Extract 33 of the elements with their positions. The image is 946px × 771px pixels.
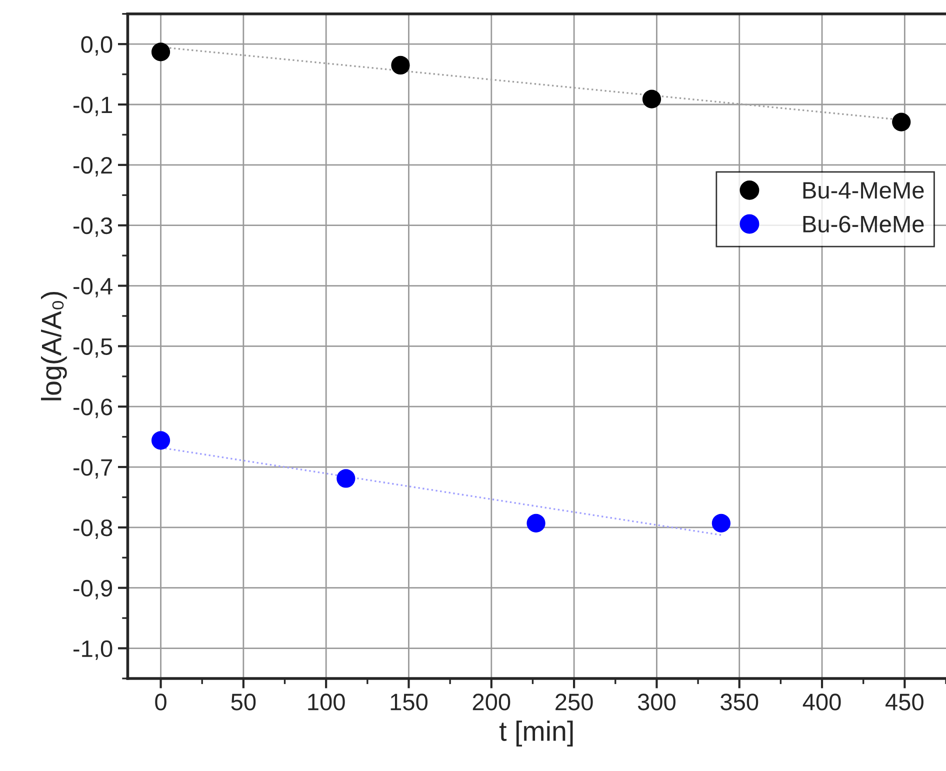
y-tick-label: 0,0 xyxy=(81,36,112,56)
x-tick-label: 150 xyxy=(390,694,428,710)
y-tick-label: -1,0 xyxy=(73,640,112,660)
x-tick-label: 350 xyxy=(720,694,758,710)
x-tick-label: 300 xyxy=(638,694,676,710)
point xyxy=(336,469,356,488)
x-axis-title: t [min] xyxy=(499,720,573,747)
y-tick-label: -0,1 xyxy=(73,96,112,116)
x-tick-label: 200 xyxy=(472,694,510,710)
x-tick-label: 100 xyxy=(308,694,345,710)
point xyxy=(892,112,911,132)
point xyxy=(712,514,730,533)
x-tick-label: 250 xyxy=(556,694,593,710)
x-tick-label: 50 xyxy=(231,694,256,710)
y-tick-label: -0,9 xyxy=(73,580,112,600)
y-axis-title: log(A/A₀) xyxy=(40,292,67,400)
y-tick-label: -0,4 xyxy=(73,278,112,298)
y-tick-label: -0,7 xyxy=(73,459,112,479)
x-tick-label: 0 xyxy=(155,694,166,710)
x-tick-label: 400 xyxy=(802,694,841,710)
point xyxy=(526,514,546,533)
x-tick-label: 450 xyxy=(886,694,924,710)
point xyxy=(391,56,410,75)
y-tick-label: -0,6 xyxy=(73,398,112,418)
point xyxy=(642,90,662,108)
y-tick-label: -0,2 xyxy=(73,156,112,176)
y-tick-label: -0,5 xyxy=(73,338,112,358)
point xyxy=(151,431,170,450)
legend-label: Bu-4-MeMe xyxy=(803,182,924,199)
legend-label: Bu-6-MeMe xyxy=(803,216,924,232)
point xyxy=(151,42,170,62)
y-tick-label: -0,8 xyxy=(73,520,112,540)
y-tick-label: -0,3 xyxy=(73,217,112,237)
